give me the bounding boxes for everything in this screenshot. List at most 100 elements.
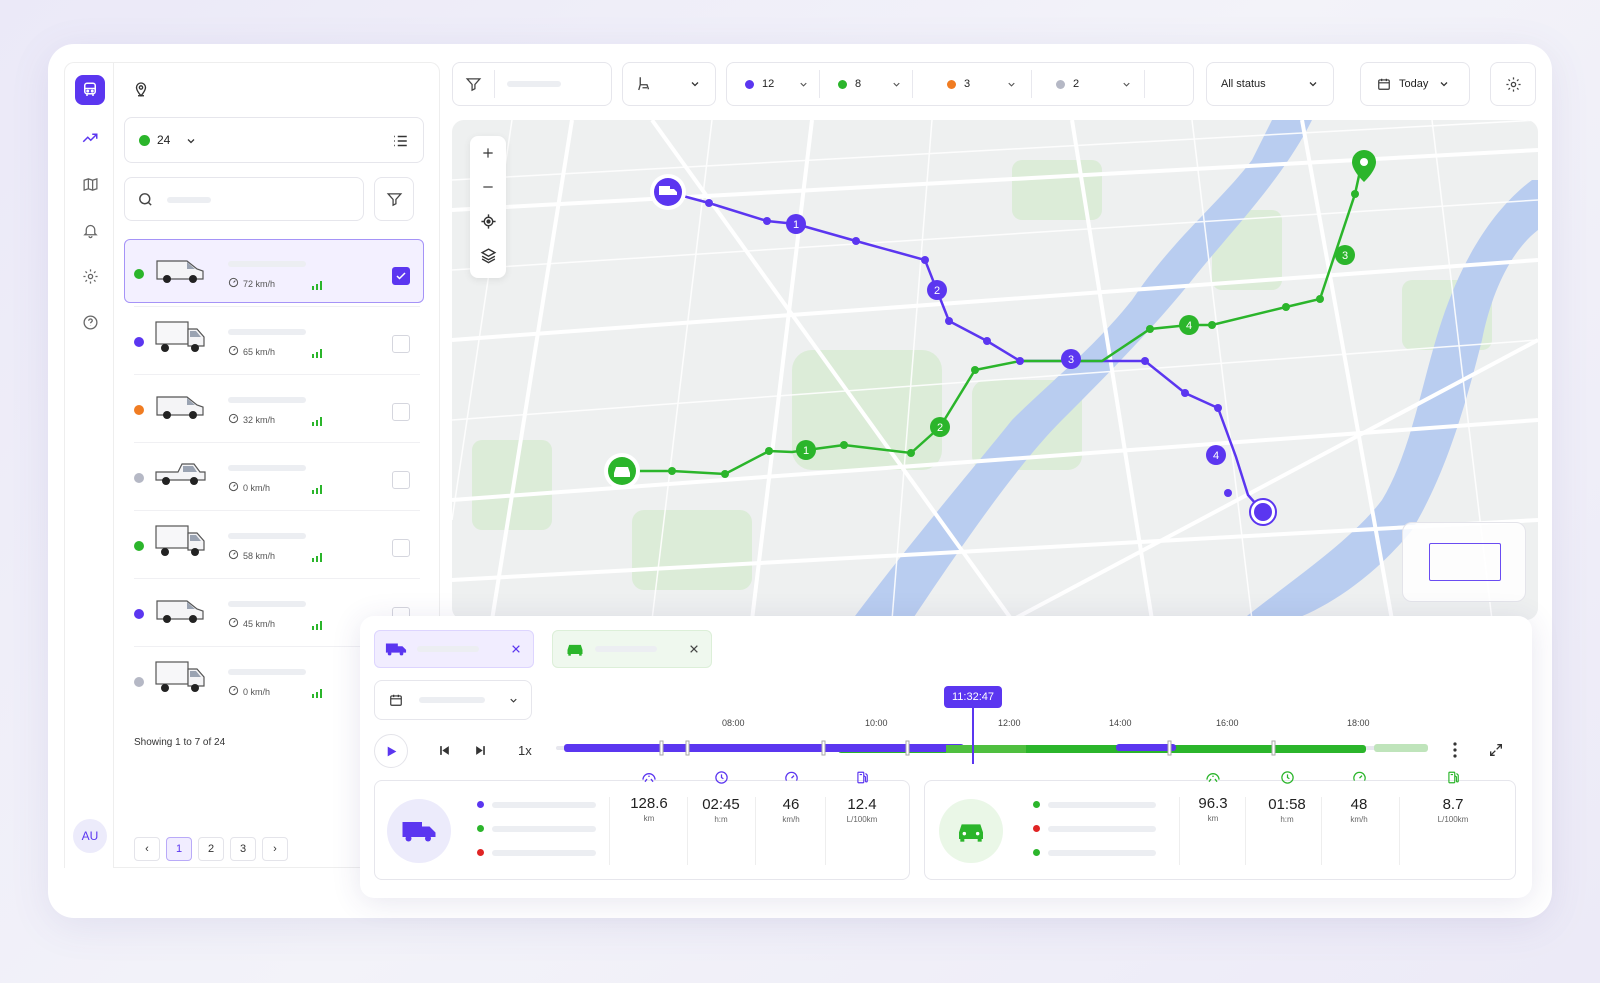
car-start-marker: [604, 453, 640, 489]
vehicle-checkbox[interactable]: [392, 539, 410, 557]
vehicle-list-item[interactable]: 0 km/h: [134, 443, 414, 511]
vehicle-tab-car[interactable]: [552, 630, 712, 668]
page-2-button[interactable]: 2: [198, 837, 224, 861]
playhead[interactable]: [972, 708, 974, 764]
help-icon[interactable]: [75, 307, 105, 337]
row-divider: [134, 374, 420, 375]
status-dot: [134, 473, 144, 483]
vehicle-speed: 0 km/h: [228, 481, 270, 494]
trending-icon[interactable]: [75, 123, 105, 153]
truck-logo-icon[interactable]: [75, 75, 105, 105]
seat-select[interactable]: [622, 62, 716, 106]
svg-text:4: 4: [1213, 450, 1219, 462]
speed-value: 65 km/h: [243, 346, 276, 357]
vehicle-checkbox[interactable]: [392, 403, 410, 421]
skip-forward-button[interactable]: [474, 744, 487, 762]
fullscreen-button[interactable]: [1488, 742, 1504, 763]
status-filter-green[interactable]: 8: [820, 78, 912, 90]
gauge-icon: [228, 481, 239, 494]
truck-avatar: [387, 799, 451, 863]
status-filter-orange[interactable]: 3: [913, 78, 1031, 90]
row-divider: [134, 306, 420, 307]
location-pin-icon[interactable]: [132, 79, 150, 104]
vehicle-checkbox[interactable]: [392, 471, 410, 489]
svg-text:3: 3: [1342, 250, 1348, 262]
close-icon[interactable]: [511, 644, 521, 654]
route-map[interactable]: 1 2 3 4 1 2 3 4: [452, 120, 1538, 620]
vehicle-speed: 32 km/h: [228, 413, 275, 426]
vehicle-name-placeholder: [228, 397, 306, 403]
status-select[interactable]: All status: [1206, 62, 1334, 106]
date-select[interactable]: Today: [1360, 62, 1470, 106]
settings-icon[interactable]: [75, 261, 105, 291]
vehicle-list-item[interactable]: 32 km/h: [134, 375, 414, 443]
purple-route-line: [667, 190, 1264, 513]
settings-button[interactable]: [1490, 62, 1536, 106]
active-count: 24: [157, 133, 171, 147]
time-tick: 14:00: [1109, 718, 1132, 728]
signal-icon: [312, 481, 324, 499]
crosshair-icon: [480, 213, 496, 229]
list-view-icon[interactable]: [391, 132, 409, 150]
more-options-button[interactable]: [1452, 742, 1458, 763]
vehicle-name-placeholder: [228, 601, 306, 607]
status-dot: [134, 609, 144, 619]
vehicle-tab-label: [595, 646, 657, 652]
status-count: 12: [762, 78, 775, 90]
car-avatar: [939, 799, 1003, 863]
chevron-down-icon: [691, 82, 699, 87]
filter-button[interactable]: [374, 177, 414, 221]
svg-text:4: 4: [1186, 320, 1192, 332]
chevron-down-icon: [1309, 82, 1317, 87]
vehicle-name-placeholder: [228, 329, 306, 335]
vehicle-list-item[interactable]: 58 km/h: [134, 511, 414, 579]
search-input[interactable]: [124, 177, 364, 221]
avatar[interactable]: AU: [73, 819, 107, 853]
page-1-button[interactable]: 1: [166, 837, 192, 861]
vehicle-list-item[interactable]: 65 km/h: [134, 307, 414, 375]
vehicle-checkbox[interactable]: [392, 267, 410, 285]
prev-page-button[interactable]: ‹: [134, 837, 160, 861]
zoom-out-button[interactable]: [470, 170, 506, 204]
more-vertical-icon: [1453, 742, 1457, 758]
layers-button[interactable]: [470, 238, 506, 272]
page-3-button[interactable]: 3: [230, 837, 256, 861]
skip-back-button[interactable]: [438, 744, 451, 762]
gauge-icon: [228, 685, 239, 698]
svg-text:2: 2: [937, 422, 943, 434]
zoom-in-button[interactable]: [470, 136, 506, 170]
car-fuel-stat: 8.7 L/100km: [1418, 770, 1488, 824]
close-icon[interactable]: [689, 644, 699, 654]
timeline-track[interactable]: [556, 736, 1428, 760]
vehicle-list-item[interactable]: 72 km/h: [134, 239, 414, 307]
map-canvas[interactable]: 1 2 3 4 1 2 3 4: [452, 120, 1538, 620]
locate-button[interactable]: [470, 204, 506, 238]
signal-icon: [312, 345, 324, 363]
next-page-button[interactable]: ›: [262, 837, 288, 861]
fuel-icon: [857, 771, 868, 784]
minimap-viewport[interactable]: [1429, 543, 1501, 581]
date-range-select[interactable]: [374, 680, 532, 720]
playback-speed[interactable]: 1x: [518, 743, 532, 758]
vehicle-checkbox[interactable]: [392, 335, 410, 353]
map-icon[interactable]: [75, 169, 105, 199]
time-tick: 08:00: [722, 718, 745, 728]
speedometer-icon: [784, 771, 798, 781]
filter-search-bar[interactable]: [452, 62, 612, 106]
nav-rail: AU: [64, 62, 114, 868]
distance-icon: [1206, 773, 1220, 783]
status-filter-gray[interactable]: 2: [1032, 78, 1144, 90]
status-dot: [947, 79, 956, 89]
divider: [1031, 70, 1032, 98]
play-button[interactable]: [374, 734, 408, 768]
bell-icon[interactable]: [75, 215, 105, 245]
speed-value: 58 km/h: [243, 550, 276, 561]
signal-icon: [312, 277, 324, 295]
minimap[interactable]: [1402, 522, 1526, 602]
vehicle-tab-truck[interactable]: [374, 630, 534, 668]
car-destination-pin: [1352, 150, 1376, 182]
status-count-select[interactable]: 24: [124, 117, 424, 163]
truck-duration-stat: 02:45 h:m: [686, 770, 756, 824]
search-placeholder: [167, 197, 211, 203]
status-filter-purple[interactable]: 12: [727, 78, 819, 90]
